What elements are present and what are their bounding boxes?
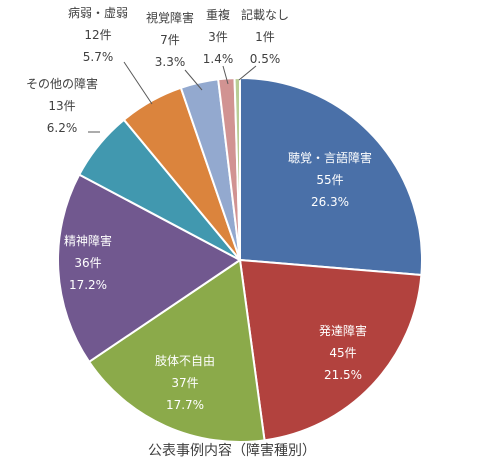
- slice-label-count: 1件: [255, 30, 275, 44]
- leader-line: [238, 65, 257, 81]
- slice-label-count: 45件: [329, 346, 356, 360]
- slice-label-count: 37件: [171, 376, 198, 390]
- slice-label-name: 聴覚・言語障害: [288, 150, 372, 165]
- pie-slices: [57, 77, 423, 443]
- slice-labels: 聴覚・言語障害 55件 26.3% 発達障害 45件 21.5% 肢体不自由 37件 17.7%…: [26, 5, 372, 412]
- slice-label-percent: 17.2%: [69, 278, 107, 292]
- slice-label-name: 視覚障害: [146, 10, 194, 25]
- slice-label-percent: 3.3%: [155, 55, 186, 69]
- slice-label-name: 記載なし: [241, 7, 289, 22]
- leader-line: [123, 61, 153, 105]
- pie-slice: [57, 173, 241, 363]
- slice-label-count: 12件: [84, 28, 111, 42]
- slice-label-percent: 21.5%: [324, 368, 362, 382]
- chart-title: 公表事例内容（障害種別）: [148, 442, 316, 459]
- slice-label-count: 36件: [74, 256, 101, 270]
- slice-label-count: 55件: [316, 173, 343, 187]
- slice-label-percent: 6.2%: [47, 121, 78, 135]
- pie-slice: [239, 77, 423, 277]
- slice-label-name: 精神障害: [64, 233, 112, 248]
- pie-slice: [88, 259, 266, 443]
- slice-label-name: 肢体不自由: [155, 353, 215, 368]
- slice-label-count: 3件: [208, 30, 228, 44]
- slice-label-name: 重複: [206, 7, 230, 22]
- slice-label-name: 病弱・虚弱: [68, 5, 128, 20]
- slice-label-percent: 17.7%: [166, 398, 204, 412]
- slice-label-percent: 0.5%: [250, 52, 281, 66]
- leader-lines: [88, 61, 257, 133]
- slice-label-percent: 26.3%: [311, 195, 349, 209]
- slice-label-count: 7件: [160, 33, 180, 47]
- slice-label-count: 13件: [48, 99, 75, 113]
- slice-label-percent: 1.4%: [203, 52, 234, 66]
- leader-line: [222, 65, 229, 85]
- leader-line: [184, 69, 203, 91]
- pie-slice: [233, 77, 241, 261]
- slice-label-name: その他の障害: [26, 76, 98, 91]
- slice-label-name: 発達障害: [319, 323, 367, 338]
- slice-label-percent: 5.7%: [83, 50, 114, 64]
- pie-slice: [239, 259, 423, 442]
